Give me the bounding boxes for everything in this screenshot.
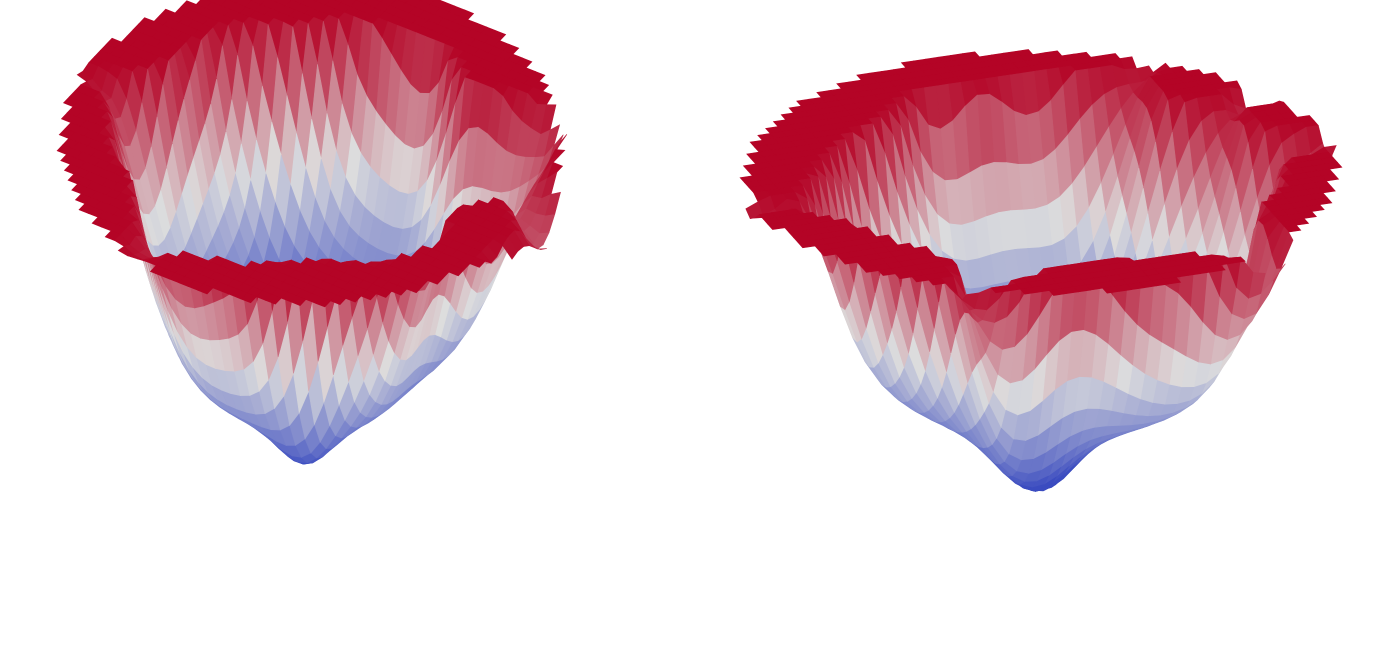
surface-facet [448, 265, 465, 277]
surface-plot-left-canvas [56, 0, 568, 465]
surface-facet [375, 287, 393, 298]
surface-plot-right-canvas [739, 49, 1343, 492]
surface-facet [345, 292, 362, 303]
surface-facet [391, 284, 408, 296]
surface-mesh [739, 49, 1343, 492]
surface-facet [469, 257, 486, 268]
surface-facet [330, 294, 347, 305]
surface-facet [360, 289, 377, 301]
surface-facet [961, 292, 980, 309]
surface-facet [406, 282, 423, 294]
surface-facet [1019, 287, 1038, 295]
surface-mesh [56, 0, 568, 465]
surface-plot-right [696, 0, 1392, 670]
surface-facet [990, 285, 1009, 294]
surface-facet [1102, 286, 1120, 294]
surface-facet [265, 294, 282, 305]
surface-facet [427, 274, 444, 285]
surface-facet [290, 295, 307, 306]
surface-facet [240, 292, 258, 304]
surface-plot-left [56, 0, 568, 465]
surface-facet [197, 283, 214, 295]
surface-facet [314, 296, 332, 308]
surface-facet [1048, 288, 1067, 296]
surface-facet [502, 236, 519, 260]
